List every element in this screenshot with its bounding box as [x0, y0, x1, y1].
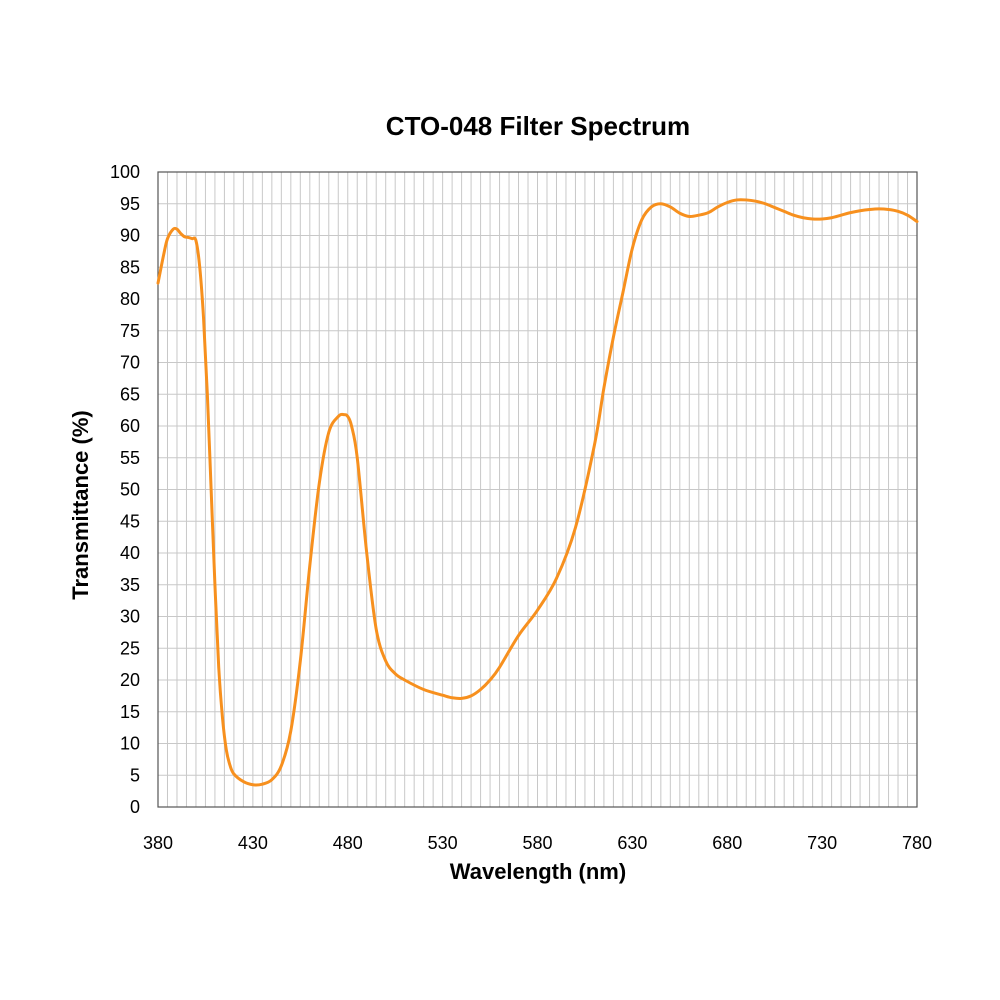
x-tick-label: 780 — [902, 833, 932, 853]
y-tick-label: 25 — [120, 638, 140, 658]
grid — [158, 172, 917, 807]
y-tick-label: 70 — [120, 353, 140, 373]
x-tick-label: 580 — [522, 833, 552, 853]
x-tick-label: 530 — [428, 833, 458, 853]
y-tick-label: 45 — [120, 511, 140, 531]
y-tick-label: 10 — [120, 734, 140, 754]
x-tick-labels: 380 430 480 530 580 630 680 730 780 — [143, 833, 932, 853]
x-tick-label: 630 — [617, 833, 647, 853]
y-tick-label: 95 — [120, 194, 140, 214]
y-tick-label: 30 — [120, 607, 140, 627]
x-tick-label: 680 — [712, 833, 742, 853]
x-axis-label: Wavelength (nm) — [450, 859, 626, 884]
y-tick-label: 60 — [120, 416, 140, 436]
y-tick-label: 100 — [110, 162, 140, 182]
y-tick-label: 65 — [120, 384, 140, 404]
y-tick-label: 50 — [120, 480, 140, 500]
y-tick-label: 35 — [120, 575, 140, 595]
y-tick-labels: 0 5 10 15 20 25 30 35 40 45 50 55 60 65 70 75 80 85 90 95 10… — [110, 162, 140, 817]
y-tick-label: 40 — [120, 543, 140, 563]
y-tick-label: 80 — [120, 289, 140, 309]
y-tick-label: 0 — [130, 797, 140, 817]
y-tick-label: 90 — [120, 226, 140, 246]
y-tick-label: 15 — [120, 702, 140, 722]
x-tick-label: 430 — [238, 833, 268, 853]
y-tick-label: 85 — [120, 257, 140, 277]
y-tick-label: 20 — [120, 670, 140, 690]
x-tick-label: 480 — [333, 833, 363, 853]
x-tick-label: 730 — [807, 833, 837, 853]
y-tick-label: 5 — [130, 765, 140, 785]
plot-area-frame — [157, 171, 918, 808]
x-tick-label: 380 — [143, 833, 173, 853]
y-tick-label: 55 — [120, 448, 140, 468]
y-axis-label: Transmittance (%) — [68, 410, 93, 600]
transmittance-curve — [156, 198, 919, 787]
chart-title: CTO-048 Filter Spectrum — [386, 111, 690, 141]
y-tick-label: 75 — [120, 321, 140, 341]
